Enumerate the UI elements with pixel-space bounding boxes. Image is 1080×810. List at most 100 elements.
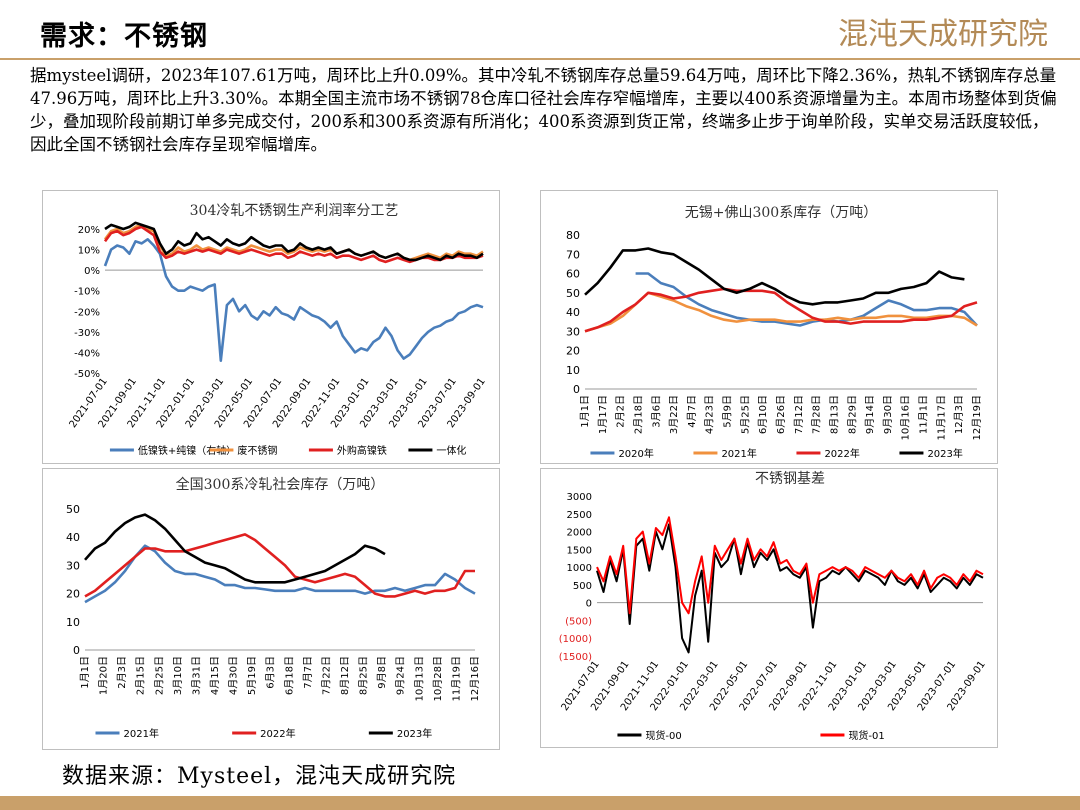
legend-label: 2023年 [927,447,962,460]
x-tick-label: 8月25日 [358,656,370,695]
legend-label: 2022年 [260,727,295,740]
chart-title: 无锡+佛山300系库存（万吨） [685,205,877,221]
y-tick-label: -30% [74,328,100,339]
series-line-2 [584,287,978,333]
x-tick-label: 2月2日 [615,395,627,428]
x-tick-label: 2月15日 [135,656,147,695]
legend-label: 2022年 [824,447,859,460]
legend-label: 现货-00 [645,729,681,742]
y-tick-label: 1500 [567,545,592,556]
x-tick-label: 6月18日 [283,656,295,695]
x-tick-label: 2月18日 [632,395,644,434]
legend-label: 2021年 [721,447,756,460]
legend-label: 2020年 [618,447,653,460]
y-tick-label: 2500 [567,510,592,521]
y-tick-label: (1000) [559,634,592,645]
y-tick-label: 30 [66,559,80,572]
y-tick-label: 10 [66,616,80,629]
chart-panel-wuxi: 无锡+佛山300系库存（万吨） 80 70 60 50 40 30 20 10 0 1月1日 1月17… [540,190,998,464]
x-tick-label: 3月22日 [668,395,680,434]
y-tick-label: 70 [566,248,580,261]
bottom-band [0,796,1080,810]
data-source-footer: 数据来源：Mysteel，混沌天成研究院 [62,764,457,789]
x-tick-label: 4月7日 [686,395,698,428]
series-line-0 [103,238,484,362]
series-line-3 [584,247,965,306]
series-line-3 [104,221,484,262]
series-line-0 [635,272,978,327]
y-tick-label: 2000 [567,528,592,539]
y-tick-label: 40 [566,306,580,319]
chart-panel-profit: 304冷轧不锈钢生产利润率分工艺 20% 10% 0% -10% -20% -30% -40%… [42,190,500,464]
x-tick-label: 11月19日 [450,656,462,701]
legend-label: 一体化 [436,444,466,457]
header-divider [0,58,1080,60]
chart-panel-national: 全国300系冷轧社会库存（万吨） 50 40 30 20 10 0 1月1日 1月20日 2月3日… [42,468,500,750]
y-tick-label: 1000 [567,563,592,574]
y-tick-label: 10 [566,364,580,377]
y-tick-label: 60 [566,268,580,281]
brand-logo: 混沌天成研究院 [838,17,1048,52]
x-tick-label: 7月22日 [320,656,332,695]
x-tick-label: 9月24日 [395,656,407,695]
x-tick-label: 12月19日 [971,395,983,440]
y-tick-label: 3000 [567,492,592,503]
x-tick-label: 2月25日 [153,656,165,695]
x-tick-label: 12月3日 [953,395,965,434]
y-tick-label: -10% [74,287,100,298]
chart-title: 不锈钢基差 [755,470,825,487]
y-tick-label: 0 [586,599,592,610]
x-tick-label: 9月14日 [864,395,876,434]
y-tick-label: 80 [566,229,580,242]
x-tick-label: 7月7日 [302,656,314,689]
legend-label: 废不锈钢 [237,444,277,457]
legend-label: 2021年 [124,727,159,740]
chart-title: 全国300系冷轧社会库存（万吨） [176,476,385,493]
chart-basis: 不锈钢基差 3000 2500 2000 1500 1000 500 0 (500) (1000)… [559,470,988,742]
series-line-1 [596,516,984,615]
series-line-1 [103,223,484,262]
y-tick-label: 20% [78,225,100,236]
x-tick-label: 3月6日 [650,395,662,428]
x-tick-label: 6月26日 [775,395,787,434]
x-tick-label: 10月28日 [432,656,444,701]
y-tick-label: (500) [565,616,592,627]
x-tick-label: 5月9日 [722,395,734,428]
x-tick-label: 9月8日 [376,656,388,689]
y-tick-label: 0 [573,383,580,396]
y-tick-label: -20% [74,307,100,318]
y-tick-label: 20 [566,345,580,358]
x-tick-label: 4月15日 [209,656,221,695]
y-tick-label: (1500) [559,652,592,663]
page-title: 需求：不锈钢 [40,21,208,52]
chart-panel-basis: 不锈钢基差 3000 2500 2000 1500 1000 500 0 (500) (1000)… [540,468,998,748]
x-tick-label: 3月31日 [190,656,202,695]
x-tick-label: 5月19日 [246,656,258,695]
x-tick-label: 1月1日 [79,656,91,689]
x-tick-label: 4月23日 [704,395,716,434]
legend-label: 2023年 [397,727,432,740]
x-tick-label: 9月30日 [882,395,894,434]
y-tick-label: 40 [66,531,80,544]
x-tick-label: 11月17日 [935,395,947,440]
legend-label: 现货-01 [848,729,884,742]
chart-title: 304冷轧不锈钢生产利润率分工艺 [190,202,399,219]
series-line-1 [84,533,475,598]
y-tick-label: 50 [566,287,580,300]
x-tick-label: 7月12日 [793,395,805,434]
y-tick-label: -40% [74,348,100,359]
description-text: 据mysteel调研，2023年107.61万吨，周环比上升0.09%。其中冷轧… [30,66,1057,154]
brand-logo-text: 混沌天成研究院 [838,17,1048,52]
x-tick-label: 6月3日 [265,656,277,689]
y-tick-label: 20 [66,588,80,601]
legend-label: 低镍铁+纯镍（右轴） [138,444,236,457]
x-tick-label: 1月20日 [98,656,110,695]
x-tick-label: 11月1日 [918,395,930,434]
y-tick-label: 500 [573,581,592,592]
x-tick-label: 12月16日 [469,656,481,701]
x-tick-label: 2月3日 [116,656,128,689]
x-tick-label: 6月10日 [757,395,769,434]
legend-label: 外购高镍铁 [337,444,387,457]
series-line-2 [84,513,386,584]
